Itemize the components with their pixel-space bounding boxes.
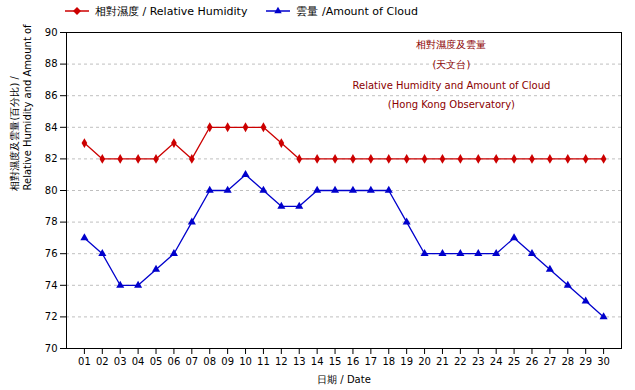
svg-text:06: 06 xyxy=(168,356,181,367)
svg-text:19: 19 xyxy=(400,356,413,367)
svg-text:13: 13 xyxy=(293,356,306,367)
svg-text:02: 02 xyxy=(96,356,109,367)
svg-text:20: 20 xyxy=(418,356,431,367)
svg-text:72: 72 xyxy=(45,311,58,322)
svg-text:24: 24 xyxy=(490,356,503,367)
svg-text:01: 01 xyxy=(78,356,91,367)
svg-text:09: 09 xyxy=(221,356,234,367)
svg-text:16: 16 xyxy=(347,356,360,367)
html-text:雲量 /Amount of Cloud: 雲量 /Amount of Cloud xyxy=(296,4,418,18)
svg-text:76: 76 xyxy=(45,248,58,259)
svg-text:23: 23 xyxy=(472,356,485,367)
svg-text:相對濕度及雲量: 相對濕度及雲量 xyxy=(416,39,486,50)
svg-text:11: 11 xyxy=(257,356,270,367)
svg-text:27: 27 xyxy=(544,356,557,367)
svg-text:78: 78 xyxy=(45,216,58,227)
svg-text:(天文台): (天文台) xyxy=(433,59,471,70)
svg-text:18: 18 xyxy=(382,356,395,367)
svg-text:26: 26 xyxy=(526,356,539,367)
svg-text:74: 74 xyxy=(45,280,58,291)
svg-text:30: 30 xyxy=(597,356,610,367)
svg-text:08: 08 xyxy=(203,356,216,367)
svg-text:Relative Humidity and Amount o: Relative Humidity and Amount of Cloud xyxy=(352,80,550,91)
svg-text:80: 80 xyxy=(45,185,58,196)
svg-text:90: 90 xyxy=(45,27,58,38)
svg-text:07: 07 xyxy=(185,356,198,367)
svg-text:05: 05 xyxy=(150,356,163,367)
svg-text:28: 28 xyxy=(561,356,574,367)
svg-text:82: 82 xyxy=(45,153,58,164)
svg-text:(Hong Kong Observatory): (Hong Kong Observatory) xyxy=(388,99,515,110)
svg-text:88: 88 xyxy=(45,58,58,69)
svg-text:日期 / Date: 日期 / Date xyxy=(317,374,371,385)
svg-text:70: 70 xyxy=(45,343,58,354)
svg-text:84: 84 xyxy=(45,122,58,133)
svg-text:03: 03 xyxy=(114,356,127,367)
svg-text:22: 22 xyxy=(454,356,467,367)
svg-text:14: 14 xyxy=(311,356,324,367)
svg-text:29: 29 xyxy=(579,356,592,367)
svg-text:15: 15 xyxy=(329,356,342,367)
svg-text:17: 17 xyxy=(364,356,377,367)
svg-text:21: 21 xyxy=(436,356,449,367)
svg-text:Relative Humidity and Amount o: Relative Humidity and Amount of Cloud (%… xyxy=(22,22,33,191)
html-text:相對濕度 / Relative Humidity: 相對濕度 / Relative Humidity xyxy=(95,4,248,18)
svg-text:相對濕度及雲量(百分比) /: 相對濕度及雲量(百分比) / xyxy=(9,76,20,191)
svg-text:12: 12 xyxy=(275,356,288,367)
svg-text:10: 10 xyxy=(239,356,252,367)
svg-text:04: 04 xyxy=(132,356,145,367)
svg-text:25: 25 xyxy=(508,356,521,367)
svg-text:86: 86 xyxy=(45,90,58,101)
